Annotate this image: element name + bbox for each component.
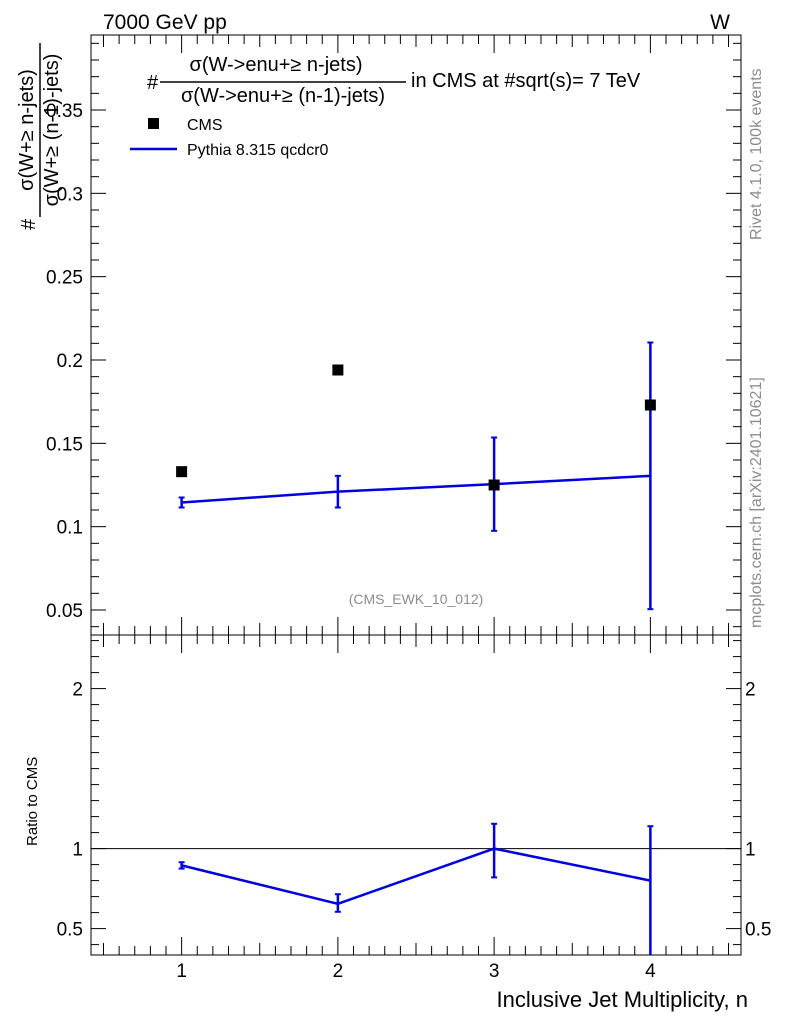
ratio-marks [91,822,741,955]
xtick-label: 1 [176,961,187,982]
main-ytick-label: 0.1 [57,518,83,539]
mcplots-label: mcplots.cern.ch [arXiv:2401.10621] [748,377,765,628]
header-right: W [710,11,730,34]
xtick-label: 2 [333,961,344,982]
cms-data-point [488,479,500,491]
ylabel-prefix: # [18,218,40,230]
main-ytick-label: 0.05 [46,601,83,622]
ylabel-denominator: σ(W+≥ (n-1)-jets) [41,54,63,207]
main-axes: 0.05 0.1 0.15 0.2 0.25 0.3 0.35 [46,35,741,635]
ratio-ytick-label-right: 1 [745,840,756,861]
ratio-panel-frame [90,634,742,956]
legend: CMS Pythia 8.315 qcdcr0 [130,117,329,159]
ratio-axes: 1 2 3 4 0.5 0.5 1 1 2 2 [57,635,771,982]
cms-data-point [644,399,656,411]
main-ytick-label: 0.25 [46,268,83,289]
ratio-ytick-label-left: 1 [72,840,83,861]
xtick-label: 4 [645,961,656,982]
legend-cms-marker [148,118,159,129]
title-numerator: σ(W->enu+≥ n-jets) [189,54,362,76]
main-ylabel: # σ(W+≥ n-jets) σ(W+≥ (n-1)-jets) [16,43,63,230]
x-axis-label: Inclusive Jet Multiplicity, n [497,987,748,1012]
ratio-ytick-label-right: 2 [745,680,756,701]
rivet-label: Rivet 4.1.0, 100k events [748,68,765,240]
ratio-ylabel: Ratio to CMS [24,757,41,846]
main-ytick-label: 0.2 [57,351,83,372]
analysis-watermark: (CMS_EWK_10_012) [349,591,484,607]
cms-data-point [332,364,344,376]
cms-data-point [176,466,188,478]
ratio-ytick-label-left: 2 [72,680,83,701]
ratio-ytick-label-right: 0.5 [745,920,771,941]
title-suffix: in CMS at #sqrt(s)= 7 TeV [411,70,641,92]
mc-line [181,474,651,504]
title-prefix: # [147,72,159,94]
chart-title: # σ(W->enu+≥ n-jets) σ(W->enu+≥ (n-1)-je… [147,54,641,107]
ratio-ytick-label-left: 0.5 [57,920,83,941]
ylabel-numerator: σ(W+≥ n-jets) [16,69,38,191]
main-ytick-label: 0.15 [46,434,83,455]
main-ytick-label: 0.35 [46,101,83,122]
legend-mc-label: Pythia 8.315 qcdcr0 [187,142,329,159]
legend-cms-label: CMS [187,117,223,134]
xtick-label: 3 [489,961,500,982]
ratio-line [181,847,651,906]
main-marks [176,341,656,611]
main-ytick-label: 0.3 [57,184,83,205]
title-denominator: σ(W->enu+≥ (n-1)-jets) [181,85,385,107]
header-left: 7000 GeV pp [103,11,227,34]
